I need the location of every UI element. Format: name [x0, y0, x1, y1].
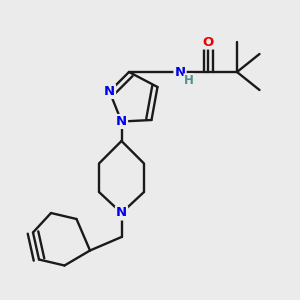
Text: N: N	[174, 65, 186, 79]
Text: N: N	[104, 85, 115, 98]
Text: H: H	[184, 74, 194, 87]
Text: N: N	[116, 206, 127, 220]
Text: N: N	[116, 115, 127, 128]
Text: O: O	[203, 35, 214, 49]
